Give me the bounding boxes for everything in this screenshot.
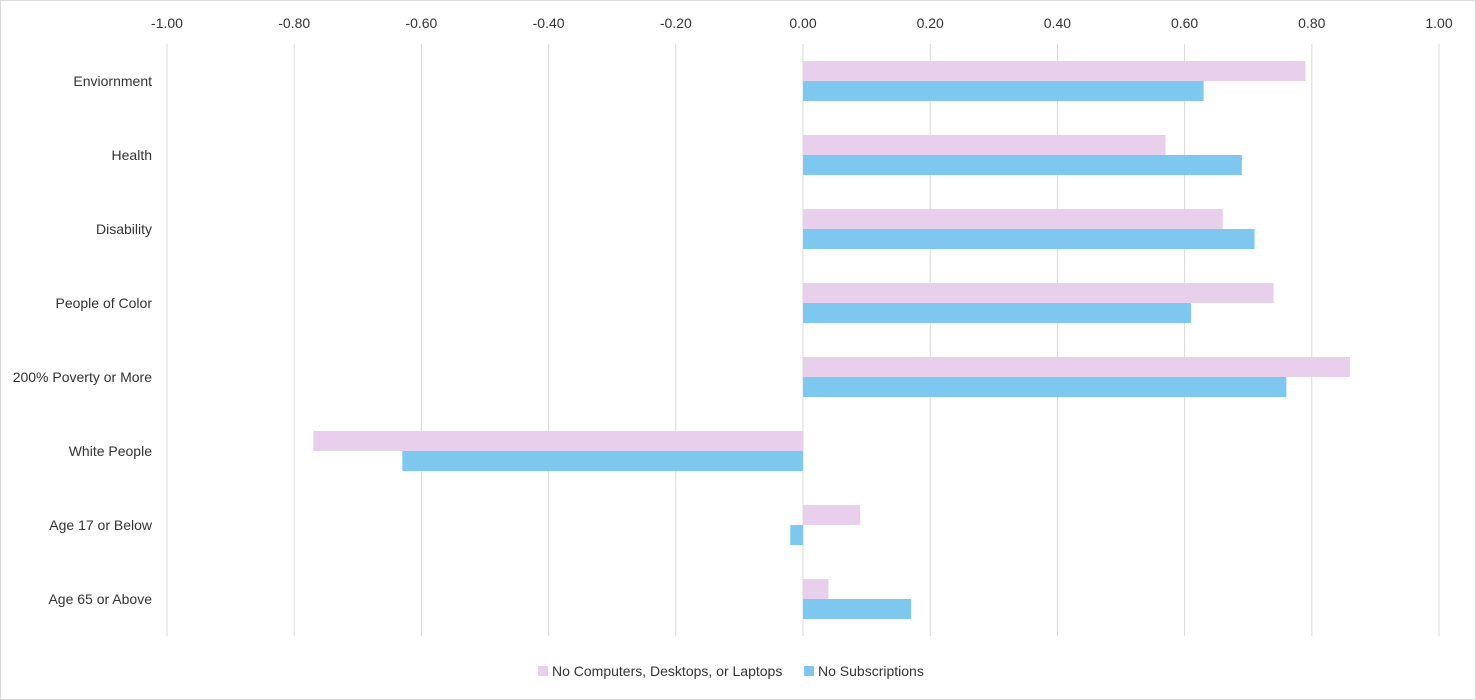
x-tick-label: -1.00 — [151, 15, 183, 31]
bar-no-computers — [803, 579, 829, 599]
category-label: Disability — [96, 221, 152, 237]
x-tick-label: -0.60 — [405, 15, 437, 31]
category-label: Age 65 or Above — [48, 591, 152, 607]
bar-no-computers — [803, 209, 1223, 229]
category-label: White People — [69, 443, 152, 459]
bar-no-subscriptions — [803, 377, 1287, 397]
bar-no-subscriptions — [803, 155, 1242, 175]
bars — [313, 61, 1350, 619]
legend-swatch — [538, 666, 548, 676]
x-tick-label: 0.00 — [789, 15, 816, 31]
x-tick-label: 1.00 — [1425, 15, 1452, 31]
category-label: 200% Poverty or More — [13, 369, 152, 385]
bar-no-subscriptions — [803, 303, 1191, 323]
legend-swatch — [804, 666, 814, 676]
bar-no-subscriptions — [803, 81, 1204, 101]
category-label: Enviornment — [73, 73, 152, 89]
x-tick-label: 0.20 — [917, 15, 944, 31]
legend: No Computers, Desktops, or Laptops No Sub… — [538, 663, 924, 679]
bar-no-subscriptions — [803, 599, 912, 619]
x-tick-label: -0.20 — [660, 15, 692, 31]
x-tick-label: 0.80 — [1298, 15, 1325, 31]
x-tick-label: -0.80 — [278, 15, 310, 31]
bar-no-subscriptions — [803, 229, 1255, 249]
x-tick-label: 0.40 — [1044, 15, 1071, 31]
legend-label: No Subscriptions — [818, 663, 924, 679]
category-labels: Enviornment Health Disability People of Col… — [13, 73, 153, 607]
bar-no-computers — [803, 283, 1274, 303]
legend-label: No Computers, Desktops, or Laptops — [552, 663, 782, 679]
bar-no-subscriptions — [790, 525, 803, 545]
bar-no-subscriptions — [402, 451, 803, 471]
bar-no-computers — [313, 431, 803, 451]
bar-no-computers — [803, 357, 1350, 377]
category-label: People of Color — [55, 295, 152, 311]
bar-no-computers — [803, 505, 861, 525]
x-tick-label: -0.40 — [533, 15, 565, 31]
category-label: Age 17 or Below — [49, 517, 153, 533]
bar-no-computers — [803, 61, 1306, 81]
category-label: Health — [112, 147, 152, 163]
x-axis-ticks: -1.00 -0.80 -0.60 -0.40 -0.20 0.00 0.20 0.40 0.6… — [151, 15, 1453, 31]
x-tick-label: 0.60 — [1171, 15, 1198, 31]
bar-no-computers — [803, 135, 1166, 155]
